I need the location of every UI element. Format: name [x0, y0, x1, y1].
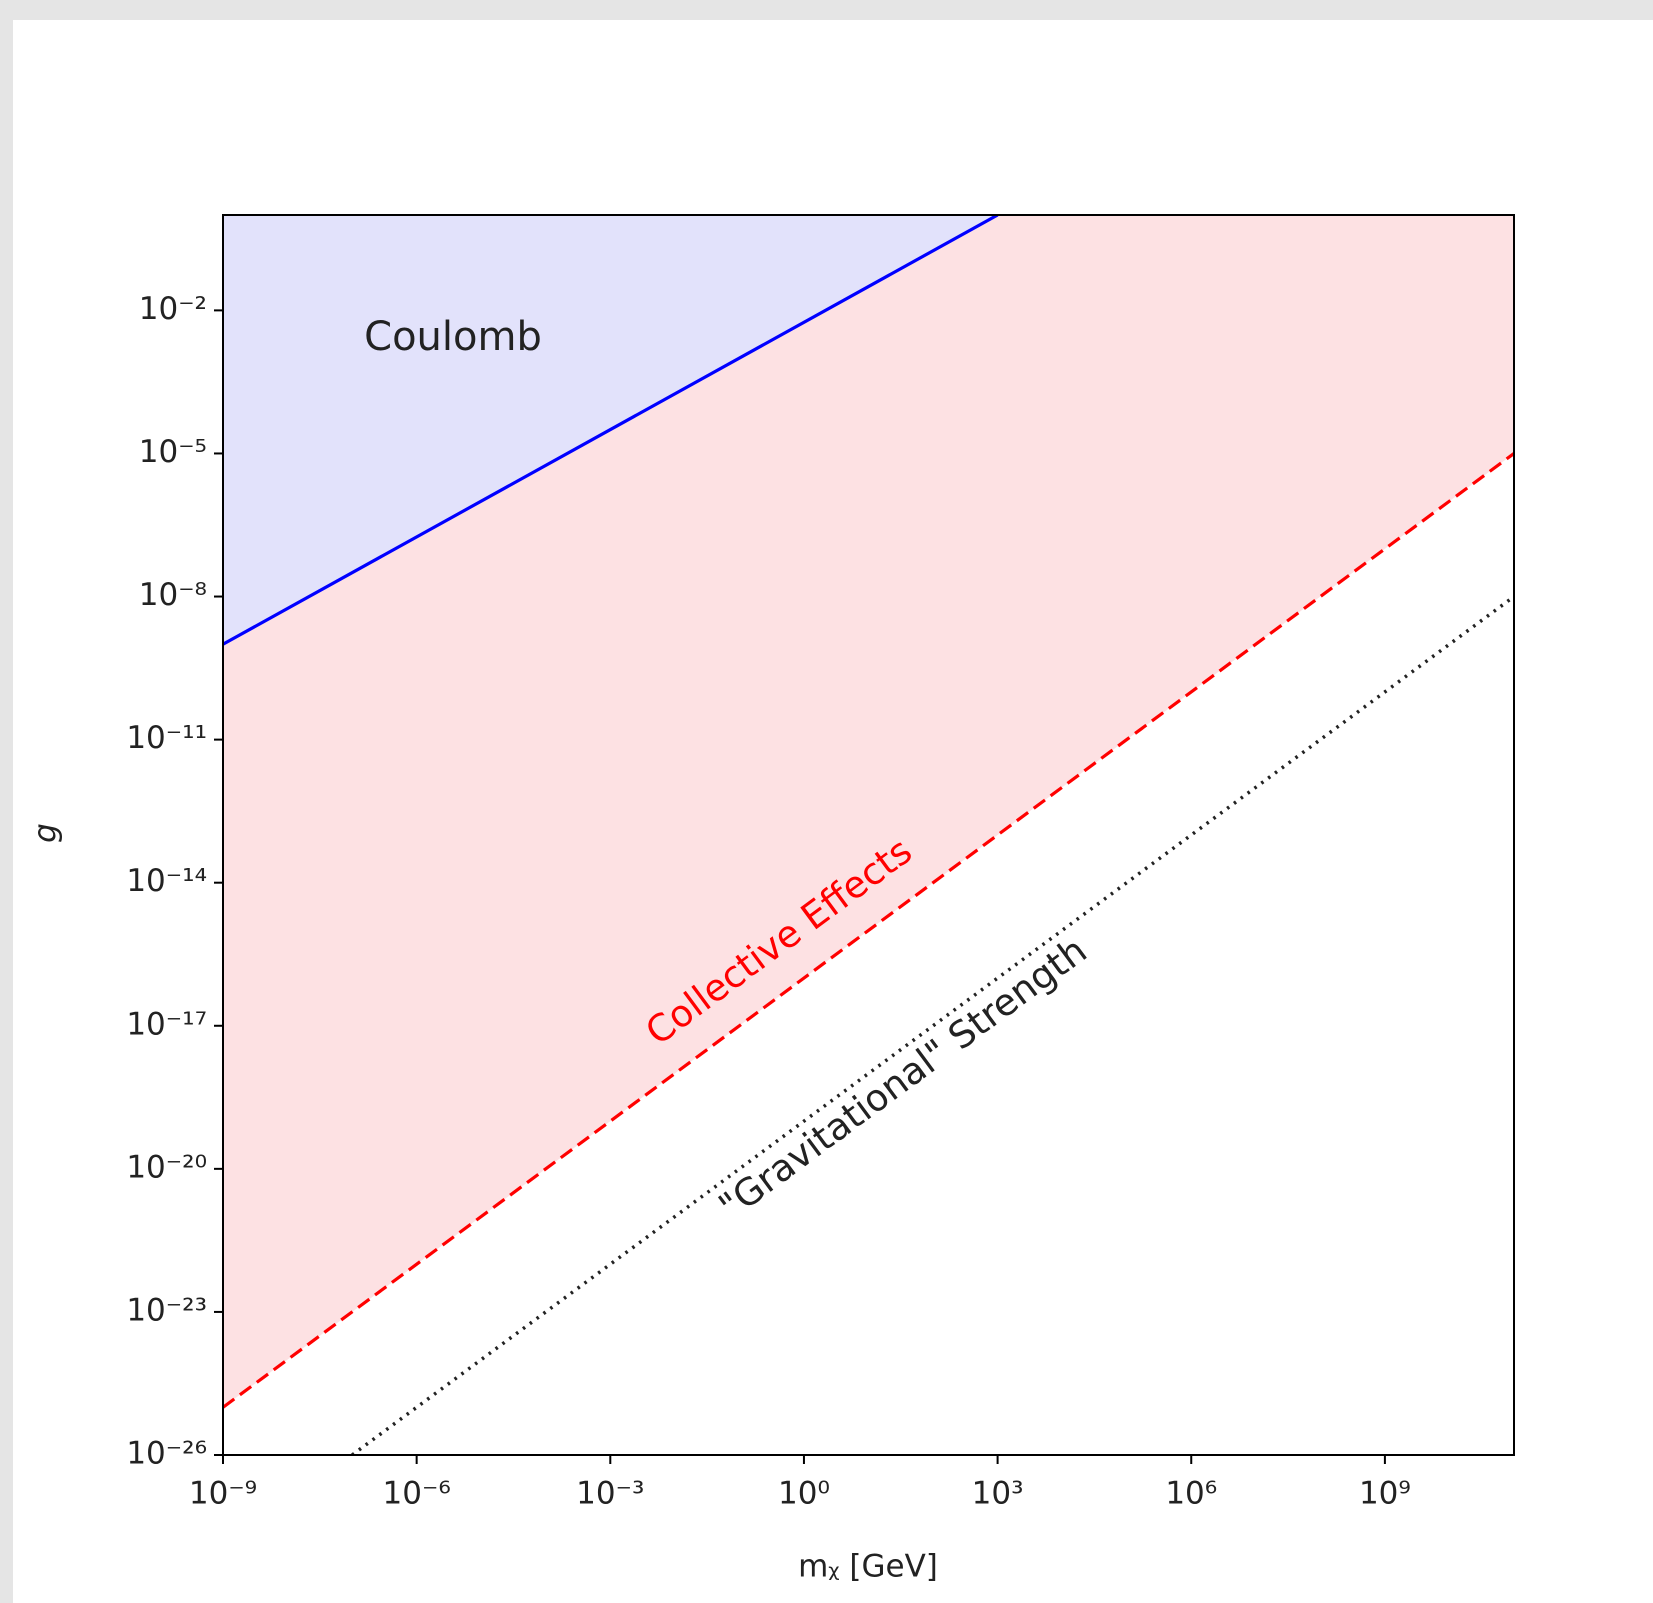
region	[223, 215, 1514, 1408]
y-tick-label: 10⁻⁸	[139, 577, 207, 613]
y-tick-label: 10⁻²³	[126, 1292, 207, 1328]
y-axis-label: g	[28, 823, 64, 843]
y-tick-label: 10⁻¹⁴	[126, 863, 207, 899]
y-tick-label: 10⁻⁵	[139, 434, 207, 470]
annotation: Coulomb	[364, 314, 542, 360]
line	[223, 452, 1514, 1409]
x-tick-label: 10⁶	[1165, 1476, 1217, 1512]
y-tick-label: 10⁻¹¹	[126, 720, 207, 756]
y-tick-label: 10⁻¹⁷	[126, 1006, 207, 1042]
y-tick-label: 10⁻²	[139, 291, 207, 327]
x-tick-label: 10⁹	[1359, 1476, 1411, 1512]
x-tick-label: 10⁰	[778, 1476, 830, 1512]
x-tick-label: 10³	[972, 1476, 1024, 1512]
line	[223, 215, 999, 646]
x-tick-label: 10⁻⁹	[189, 1476, 257, 1512]
plot-area	[223, 215, 1514, 1455]
x-tick-label: 10⁻³	[576, 1476, 644, 1512]
x-axis-label: mᵪ [GeV]	[798, 1549, 938, 1585]
y-tick-label: 10⁻²⁶	[126, 1436, 207, 1472]
x-tick-label: 10⁻⁶	[383, 1476, 451, 1512]
axes-frame	[222, 214, 1515, 1456]
y-tick-label: 10⁻²⁰	[126, 1149, 207, 1185]
